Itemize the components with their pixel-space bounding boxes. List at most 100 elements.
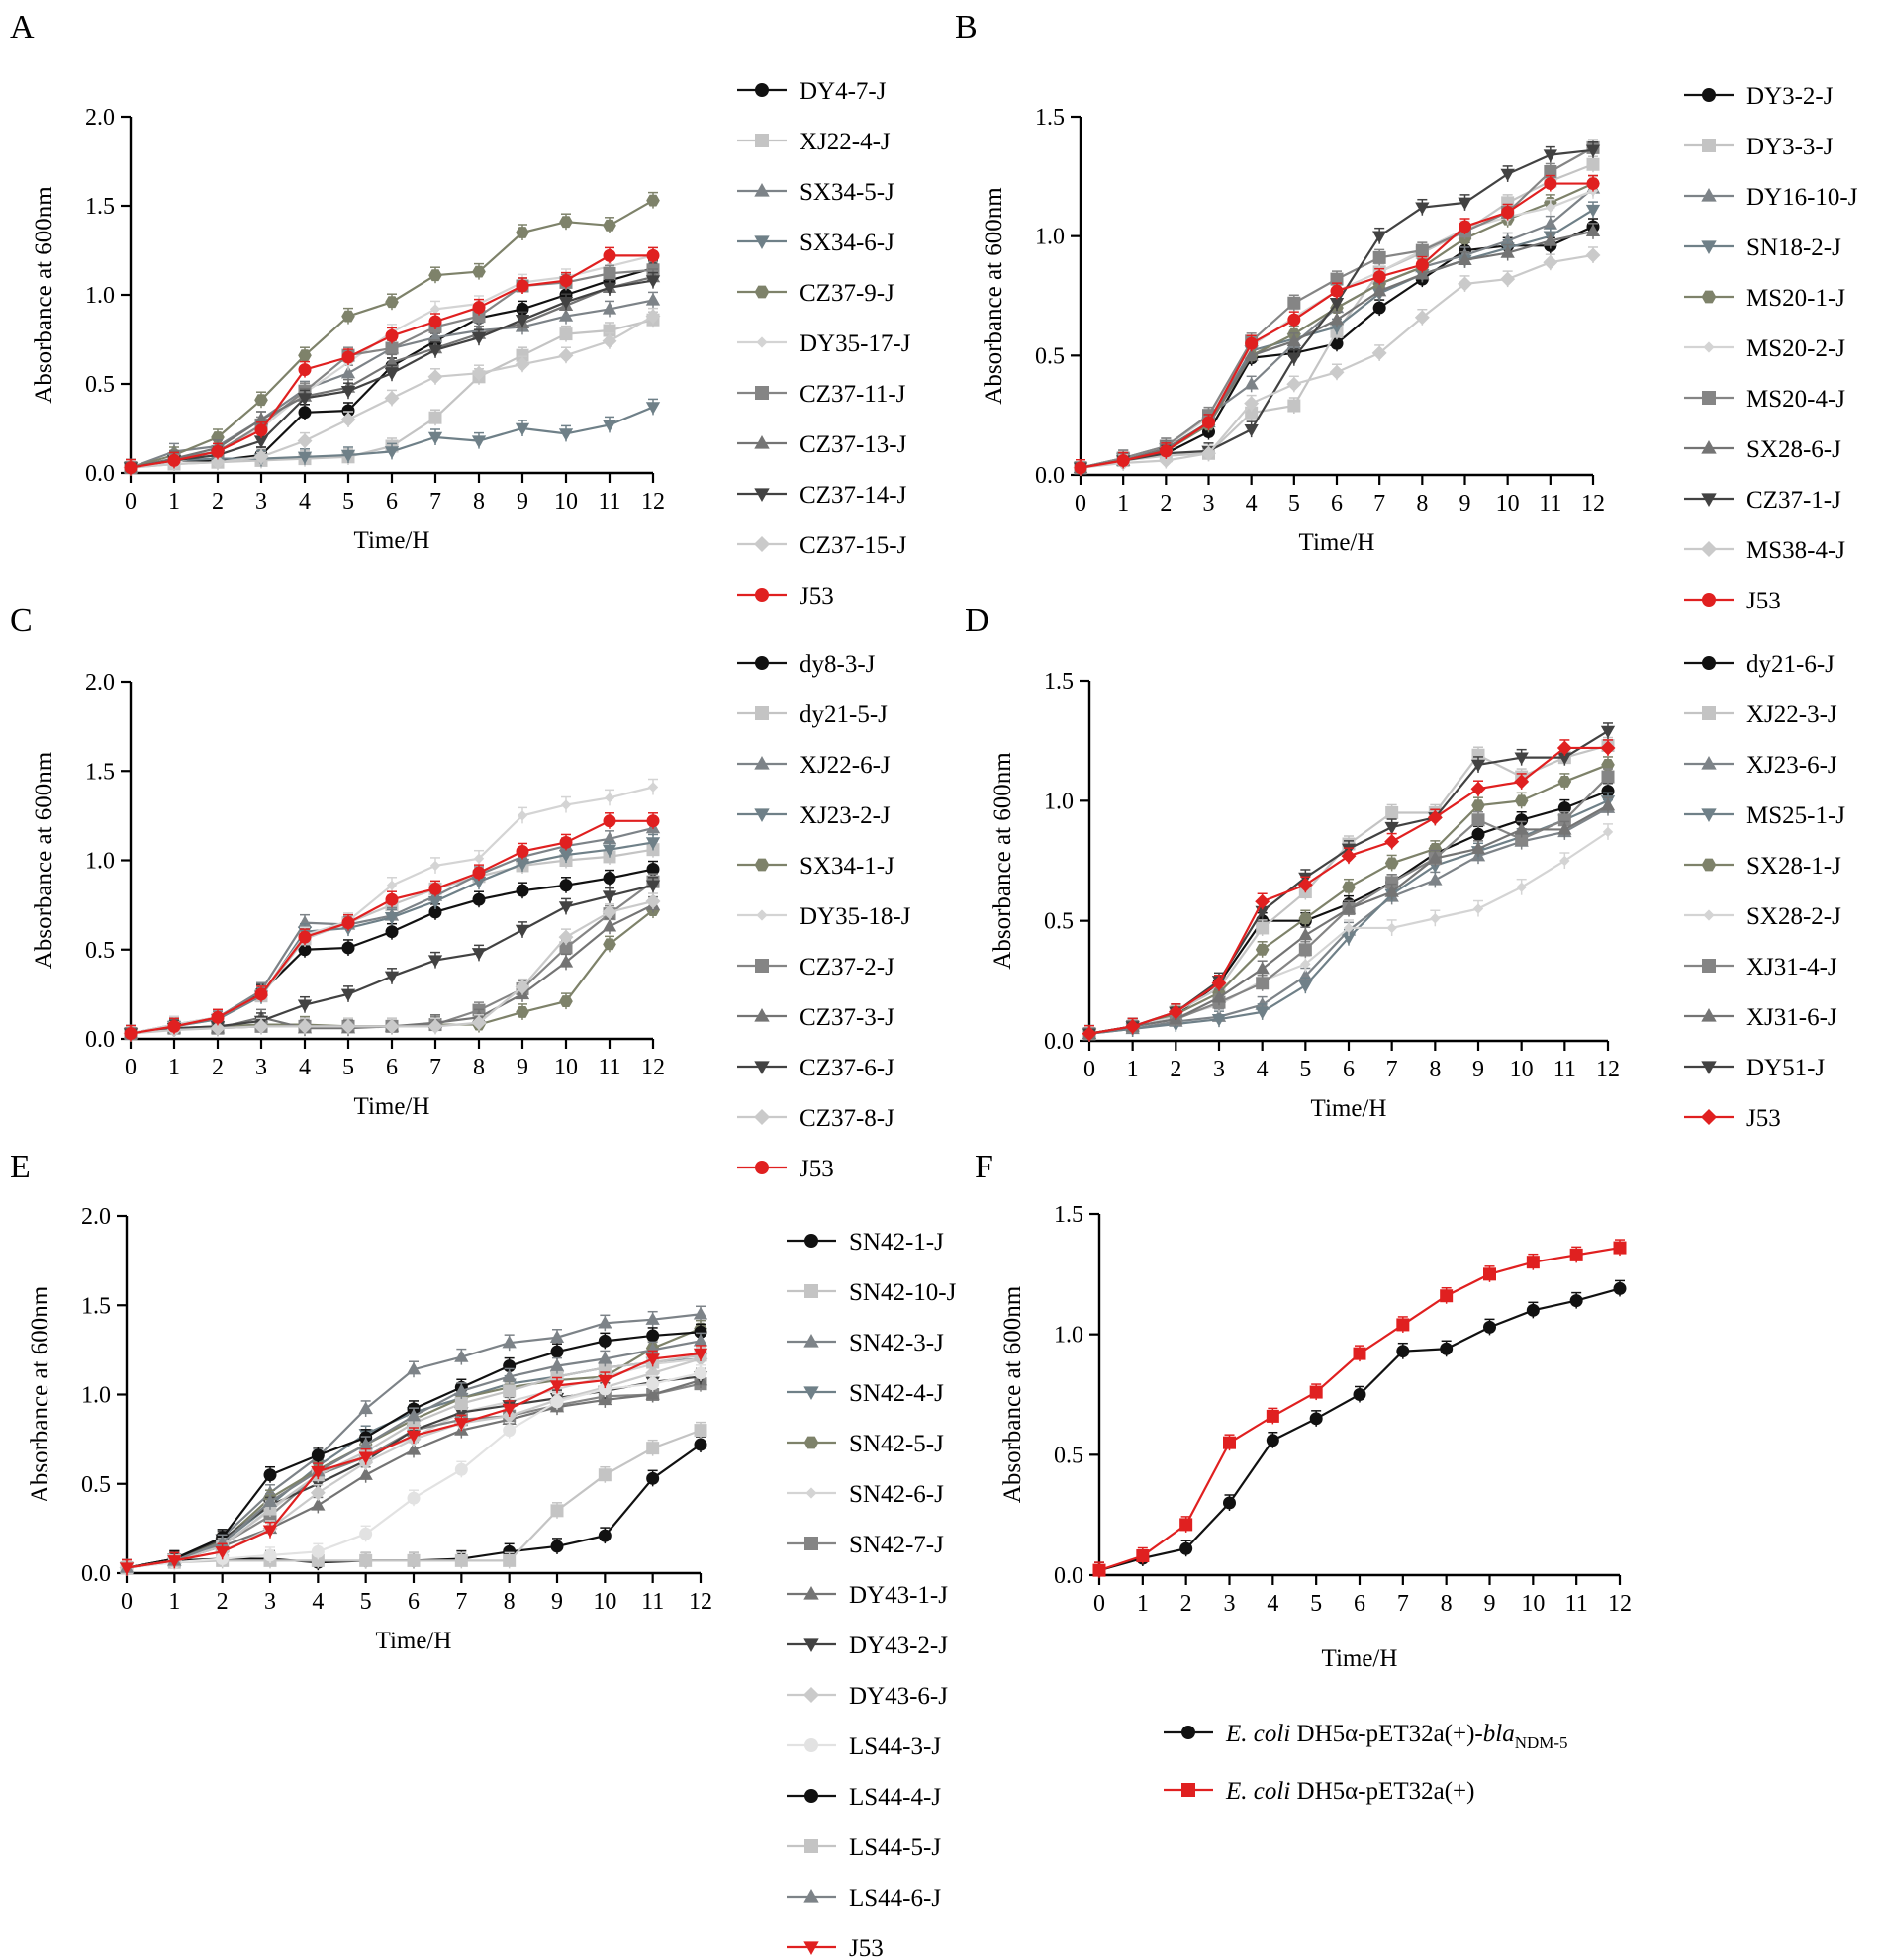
legend-label: CZ37-6-J — [800, 1055, 894, 1081]
data-point — [503, 1384, 517, 1398]
data-point — [1427, 809, 1443, 825]
legend-label: MS20-2-J — [1746, 335, 1845, 362]
data-point — [1440, 1289, 1454, 1303]
data-point — [646, 1329, 660, 1343]
x-tick-label: 9 — [1484, 1591, 1496, 1617]
legend-marker — [803, 1888, 819, 1903]
legend: SN42-1-J SN42-10-J SN42-3-J SN42-4-J SN42-5-… — [787, 1229, 957, 1960]
data-point — [340, 412, 356, 427]
panel-c: C0.00.51.01.52.00 1 2 3 4 5 6 7 8 9 10 11 12Time/HAb… — [10, 603, 911, 1182]
y-tick-label: 1.0 — [1044, 789, 1074, 814]
legend-marker — [1702, 593, 1716, 607]
x-tick-label: 5 — [1288, 491, 1300, 516]
x-tick-label: 6 — [386, 1055, 398, 1080]
x-tick-label: 6 — [1354, 1591, 1365, 1617]
legend-label: CZ37-3-J — [800, 1004, 894, 1031]
x-tick-label: 8 — [504, 1589, 516, 1615]
legend-marker — [1701, 755, 1717, 770]
data-point — [297, 393, 313, 406]
data-point — [517, 810, 528, 821]
data-point — [1543, 217, 1557, 230]
data-point — [549, 1358, 565, 1371]
data-point — [1459, 220, 1471, 233]
panel-letter: D — [965, 603, 989, 639]
data-point — [647, 782, 659, 793]
legend-marker — [803, 1941, 819, 1956]
legend-label: SN42-7-J — [849, 1532, 944, 1558]
data-point — [471, 876, 487, 889]
y-tick-label: 0.0 — [85, 1027, 115, 1053]
data-point — [502, 1368, 517, 1382]
legend-marker — [802, 1686, 820, 1704]
legend-marker — [1702, 959, 1716, 973]
data-point — [472, 866, 486, 880]
x-tick-label: 1 — [1127, 1057, 1139, 1082]
data-point — [1458, 252, 1472, 265]
y-axis-title: Absorbance at 600nm — [27, 1285, 53, 1503]
legend-label: dy21-6-J — [1746, 651, 1835, 678]
legend-marker — [1701, 808, 1717, 823]
panel-letter: B — [955, 9, 978, 46]
data-point — [454, 1383, 469, 1397]
data-point — [1471, 799, 1485, 812]
data-point — [341, 310, 355, 323]
legend-label: MS38-4-J — [1746, 537, 1845, 564]
panel-letter: F — [975, 1149, 993, 1185]
series-J53 — [124, 246, 660, 476]
data-point — [1543, 254, 1558, 270]
data-point — [1386, 922, 1397, 934]
data-point — [1341, 901, 1357, 914]
x-tick-label: 12 — [1596, 1057, 1620, 1082]
data-point — [1255, 893, 1270, 909]
data-point — [1384, 821, 1399, 835]
y-tick-label: 1.0 — [1054, 1323, 1083, 1349]
data-point — [1298, 980, 1313, 993]
data-point — [1168, 1004, 1183, 1020]
legend-label: XJ22-4-J — [800, 129, 891, 155]
legend-marker — [1702, 88, 1716, 102]
data-point — [254, 987, 268, 1001]
data-point — [558, 901, 574, 914]
data-point — [253, 435, 269, 449]
data-point — [503, 1553, 517, 1567]
data-point — [559, 327, 573, 341]
data-point — [1396, 1318, 1410, 1332]
data-point — [1136, 1549, 1150, 1563]
x-tick-label: 3 — [255, 489, 267, 514]
data-point — [1116, 454, 1130, 468]
data-point — [429, 860, 441, 872]
data-point — [604, 793, 615, 803]
data-point — [454, 1418, 469, 1431]
data-point — [515, 356, 530, 372]
legend-marker — [1701, 290, 1717, 304]
legend-label: SN42-3-J — [849, 1330, 944, 1356]
panel-a: A0.00.51.01.52.00 1 2 3 4 5 6 7 8 9 10 11 12Time/HAb… — [10, 9, 911, 609]
y-tick-label: 0.0 — [1054, 1563, 1083, 1589]
x-tick-label: 10 — [593, 1589, 616, 1615]
data-point — [558, 929, 574, 945]
y-axis-title: Absorbance at 600nm — [989, 752, 1016, 970]
data-point — [1372, 250, 1386, 264]
data-point — [1372, 270, 1386, 284]
legend-marker — [804, 1789, 818, 1803]
data-point — [1415, 266, 1430, 280]
x-tick-label: 1 — [168, 489, 180, 514]
data-point — [1428, 851, 1443, 864]
data-point — [602, 904, 617, 920]
data-point — [1244, 396, 1260, 412]
data-point — [1372, 301, 1386, 315]
legend-label: MS25-1-J — [1746, 802, 1845, 829]
data-point — [358, 1437, 373, 1450]
data-point — [1255, 961, 1270, 975]
legend-label: E. coli DH5α-pET32a(+)-blaNDM-5 — [1225, 1721, 1568, 1752]
data-point — [1515, 813, 1529, 827]
data-point — [341, 404, 355, 418]
legend-label: dy8-3-J — [800, 651, 876, 678]
data-point — [1483, 1320, 1496, 1334]
data-point — [406, 1442, 422, 1455]
data-point — [385, 328, 399, 342]
y-tick-label: 1.5 — [1044, 669, 1074, 695]
x-tick-label: 11 — [1553, 1057, 1576, 1082]
data-point — [1415, 243, 1429, 257]
data-point — [428, 315, 442, 328]
